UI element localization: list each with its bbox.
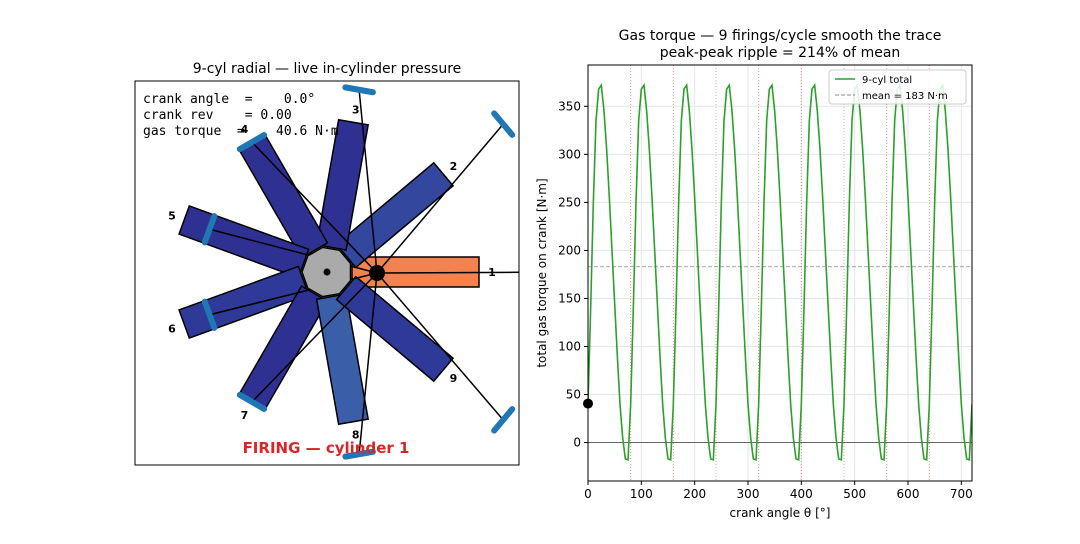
piston xyxy=(342,448,376,460)
cylinder-label: 2 xyxy=(450,160,458,173)
y-tick-label: 50 xyxy=(566,388,581,402)
series-line xyxy=(588,82,972,461)
crank-pin xyxy=(369,265,385,281)
cylinder-label: 8 xyxy=(352,428,360,441)
connecting-rod xyxy=(376,272,504,421)
engine-drawing: 1 2 3 4 5 6 7 8 9 xyxy=(168,84,519,460)
connecting-rod xyxy=(376,271,519,274)
cylinder-label: 1 xyxy=(488,266,496,279)
connecting-rod xyxy=(376,123,504,274)
plot-area: 0 100 200 300 400 500 600 700 0 50 100 150 200 250 300… xyxy=(558,64,973,501)
x-tick-label: 600 xyxy=(897,487,920,501)
connecting-rod xyxy=(251,272,378,403)
y-tick-label: 200 xyxy=(558,243,581,257)
y-tick-label: 350 xyxy=(558,99,581,113)
piston xyxy=(236,132,268,153)
chart-title: Gas torque — 9 firings/cycle smooth the … xyxy=(619,28,942,44)
cylinder-label: 4 xyxy=(241,123,249,136)
x-tick-label: 200 xyxy=(683,487,706,501)
piston xyxy=(491,406,516,434)
cylinder xyxy=(315,118,370,251)
y-tick-label: 250 xyxy=(558,195,581,209)
connecting-rod xyxy=(251,141,378,274)
cylinder-label: 5 xyxy=(168,210,176,223)
plot-clip xyxy=(588,65,972,481)
cylinder xyxy=(315,293,370,426)
panel-frame xyxy=(134,80,520,466)
y-tick-label: 100 xyxy=(558,339,581,353)
x-tick-label: 400 xyxy=(790,487,813,501)
y-tick-label: 0 xyxy=(573,436,581,450)
legend-box xyxy=(828,69,967,105)
panel-title: 9-cyl radial — live in-cylinder pressure xyxy=(193,61,462,77)
connecting-rod xyxy=(358,272,378,455)
cylinder-label: 3 xyxy=(352,104,360,117)
x-tick-label: 0 xyxy=(584,487,592,501)
chart-subtitle: peak-peak ripple = 214% of mean xyxy=(660,45,901,61)
x-tick-label: 500 xyxy=(843,487,866,501)
readout: crank rev = 0.00 xyxy=(143,108,292,123)
y-tick-label: 300 xyxy=(558,147,581,161)
x-axis-label: crank angle θ [°] xyxy=(730,506,831,520)
x-tick-label: 100 xyxy=(630,487,653,501)
status: FIRING — cylinder 1 xyxy=(243,439,410,457)
cylinder-label: 9 xyxy=(450,372,458,385)
legend-label: 9-cyl total xyxy=(862,75,912,86)
cylinder-label: 6 xyxy=(168,322,176,335)
cylinder-label: 7 xyxy=(241,409,249,422)
piston xyxy=(342,84,376,96)
x-tick-label: 700 xyxy=(950,487,973,501)
piston xyxy=(236,391,268,412)
piston xyxy=(201,213,218,246)
connecting-rod xyxy=(358,89,378,274)
readout: gas torque = 40.6 N·m xyxy=(143,124,339,139)
axes-frame xyxy=(587,64,973,482)
piston xyxy=(491,110,516,138)
y-tick-label: 150 xyxy=(558,291,581,305)
cylinder xyxy=(335,275,455,383)
legend-label: mean = 183 N·m xyxy=(862,91,948,102)
y-axis-label: total gas torque on crank [N·m] xyxy=(535,178,549,367)
cylinder xyxy=(335,161,455,269)
readout: crank angle = 0.0° xyxy=(143,92,315,107)
x-tick-label: 300 xyxy=(737,487,760,501)
piston xyxy=(201,298,218,331)
crank-center xyxy=(323,268,331,276)
